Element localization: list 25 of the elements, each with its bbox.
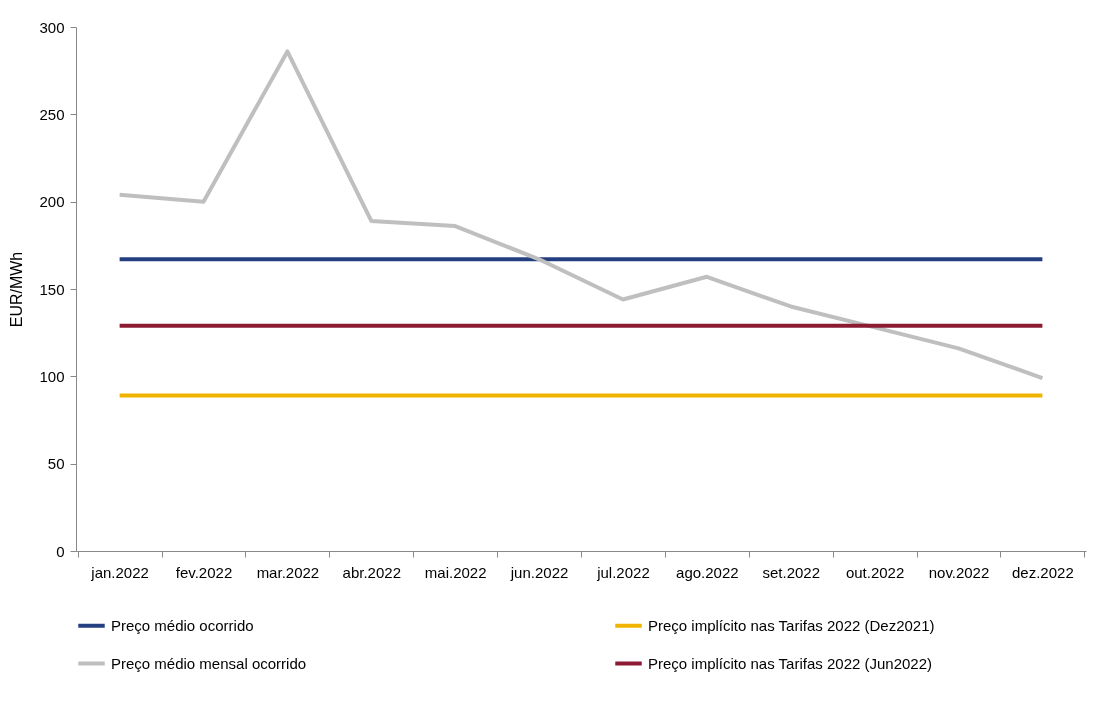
legend-label: Preço implícito nas Tarifas 2022 (Jun2022) [648,654,933,672]
x-tick-label: fev.2022 [175,563,233,581]
x-tick-label: out.2022 [845,563,905,581]
y-axis-title: EUR/MWh [8,251,26,328]
x-tick-label: mar.2022 [256,563,320,581]
line-series [117,49,1045,381]
y-tick-label: 200 [39,193,65,211]
legend-label: Preço médio mensal ocorrido [111,654,307,672]
x-tick-label: dez.2022 [1012,563,1074,581]
x-tick-label: mai.2022 [424,563,487,581]
x-tick-label: abr.2022 [342,563,401,581]
y-tick-label: 50 [47,455,65,473]
y-tick-label: 100 [39,367,65,385]
y-tick-label: 150 [39,280,65,298]
y-tick-label: 250 [39,105,65,123]
x-tick-label: set.2022 [762,563,820,581]
x-tick-label: nov.2022 [928,563,990,581]
legend-label: Preço implícito nas Tarifas 2022 (Dez2021) [648,616,935,634]
x-tick-label: jun.2022 [509,563,569,581]
y-tick-label: 300 [39,18,65,36]
legend-label: Preço médio ocorrido [111,616,254,634]
x-tick-label: jan.2022 [90,563,149,581]
y-tick-label: 0 [56,542,65,560]
x-tick-label: ago.2022 [676,563,739,581]
x-tick-label: jul.2022 [596,563,650,581]
